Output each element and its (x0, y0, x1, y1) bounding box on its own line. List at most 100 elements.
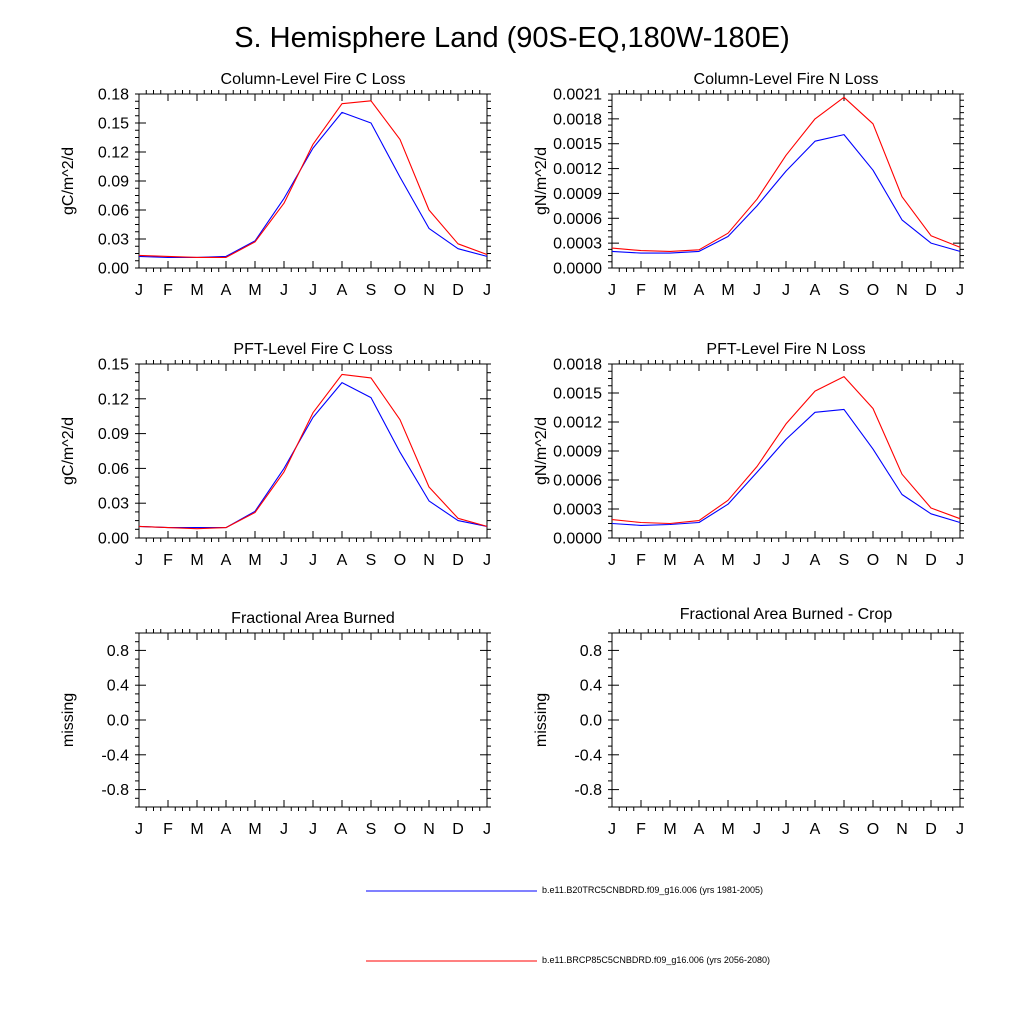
x-tick-label: M (248, 552, 261, 569)
series-line-1 (138, 111, 488, 258)
series-line-1 (611, 408, 961, 526)
y-axis-label: gN/m^2/d (533, 417, 550, 485)
x-tick-label: J (483, 821, 491, 838)
x-tick-label: J (309, 821, 317, 838)
x-tick-label: M (190, 282, 203, 299)
x-tick-label: F (163, 282, 173, 299)
x-tick-label: J (956, 282, 964, 299)
x-tick-label: M (721, 821, 734, 838)
x-tick-label: J (608, 282, 616, 299)
x-tick-label: O (394, 821, 406, 838)
plot-frame (138, 363, 488, 539)
x-tick-label: J (280, 282, 288, 299)
y-tick-label: 0.09 (98, 174, 129, 191)
plot-frame (611, 363, 961, 539)
x-tick-label: J (135, 821, 143, 838)
x-tick-label: J (608, 821, 616, 838)
x-tick-label: J (753, 282, 761, 299)
y-tick-label: 0.03 (98, 232, 129, 249)
panel-title: Column-Level Fire C Loss (221, 71, 406, 88)
y-tick-label: -0.8 (101, 782, 129, 799)
x-tick-label: M (190, 821, 203, 838)
y-tick-label: 0.0018 (553, 357, 602, 374)
x-tick-label: O (867, 552, 879, 569)
series-line-2 (138, 100, 488, 258)
y-tick-label: 0.0 (107, 713, 129, 730)
x-tick-label: N (423, 552, 435, 569)
x-tick-label: F (636, 821, 646, 838)
x-tick-label: S (366, 821, 377, 838)
x-tick-label: D (452, 552, 464, 569)
x-tick-label: A (810, 552, 821, 569)
plot-frame (138, 632, 488, 808)
y-tick-label: 0.03 (98, 496, 129, 513)
x-tick-label: J (309, 282, 317, 299)
x-tick-label: D (925, 552, 937, 569)
x-tick-label: D (452, 821, 464, 838)
y-tick-label: 0.15 (98, 116, 129, 133)
y-tick-label: 0.0003 (553, 236, 602, 253)
x-tick-label: N (896, 821, 908, 838)
y-tick-label: 0.0009 (553, 186, 602, 203)
x-tick-label: F (163, 821, 173, 838)
x-tick-label: A (810, 282, 821, 299)
legend-label-2: b.e11.BRCP85C5CNBDRD.f09_g16.006 (yrs 20… (542, 955, 770, 965)
x-tick-label: J (483, 552, 491, 569)
figure-title: S. Hemisphere Land (90S-EQ,180W-180E) (234, 22, 790, 54)
x-tick-label: A (694, 282, 705, 299)
x-tick-label: J (280, 821, 288, 838)
x-tick-label: A (221, 821, 232, 838)
y-tick-label: 0.0000 (553, 531, 602, 548)
x-tick-label: O (867, 282, 879, 299)
x-tick-label: A (337, 821, 348, 838)
y-tick-label: 0.0006 (553, 473, 602, 490)
x-tick-label: M (663, 282, 676, 299)
y-tick-label: 0.0 (580, 713, 602, 730)
y-tick-label: 0.0000 (553, 261, 602, 278)
series-line-2 (611, 96, 961, 252)
plot-frame (611, 93, 961, 269)
y-tick-label: 0.06 (98, 461, 129, 478)
x-tick-label: A (810, 821, 821, 838)
x-tick-label: M (248, 282, 261, 299)
y-tick-label: 0.4 (107, 678, 129, 695)
y-tick-label: 0.00 (98, 261, 129, 278)
x-tick-label: M (721, 282, 734, 299)
x-tick-label: S (366, 282, 377, 299)
x-tick-label: M (663, 552, 676, 569)
y-tick-label: 0.0009 (553, 444, 602, 461)
y-tick-label: 0.18 (98, 87, 129, 104)
y-tick-label: -0.8 (574, 782, 602, 799)
y-tick-label: 0.8 (107, 643, 129, 660)
series-line-2 (138, 373, 488, 530)
x-tick-label: N (896, 552, 908, 569)
y-axis-label: gC/m^2/d (60, 417, 77, 485)
y-tick-label: 0.0012 (553, 161, 602, 178)
x-tick-label: O (867, 821, 879, 838)
x-tick-label: J (782, 552, 790, 569)
y-axis-label: missing (533, 693, 550, 747)
x-tick-label: M (248, 821, 261, 838)
x-tick-label: A (221, 552, 232, 569)
x-tick-label: J (956, 552, 964, 569)
panel-title: Fractional Area Burned - Crop (680, 606, 893, 623)
x-tick-label: A (337, 552, 348, 569)
panel-title: PFT-Level Fire N Loss (706, 341, 865, 358)
x-tick-label: A (221, 282, 232, 299)
y-tick-label: 0.0015 (553, 136, 602, 153)
y-tick-label: 0.00 (98, 531, 129, 548)
plot-frame (611, 632, 961, 808)
y-axis-label: gC/m^2/d (60, 147, 77, 215)
x-tick-label: N (423, 282, 435, 299)
legend-label-1: b.e11.B20TRC5CNBDRD.f09_g16.006 (yrs 198… (542, 885, 763, 895)
panel-title: Column-Level Fire N Loss (694, 71, 879, 88)
y-tick-label: 0.06 (98, 203, 129, 220)
x-tick-label: F (636, 552, 646, 569)
x-tick-label: F (163, 552, 173, 569)
panel-title: PFT-Level Fire C Loss (233, 341, 392, 358)
